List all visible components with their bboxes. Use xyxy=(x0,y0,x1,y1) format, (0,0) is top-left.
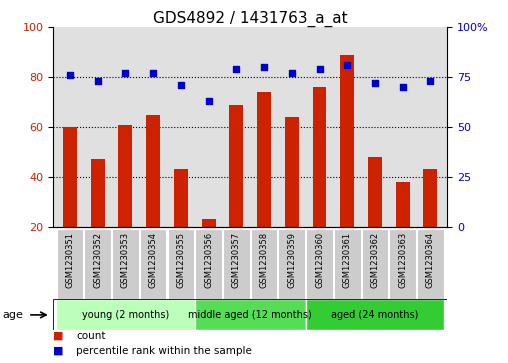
Text: middle aged (12 months): middle aged (12 months) xyxy=(188,310,312,320)
Text: GSM1230354: GSM1230354 xyxy=(149,232,157,288)
Text: GSM1230364: GSM1230364 xyxy=(426,232,435,288)
Point xyxy=(121,70,130,76)
Bar xyxy=(285,117,299,227)
Bar xyxy=(306,299,444,330)
Text: GSM1230353: GSM1230353 xyxy=(121,232,130,288)
Bar xyxy=(195,229,222,299)
Text: GSM1230357: GSM1230357 xyxy=(232,232,241,288)
Bar xyxy=(91,159,105,227)
Bar xyxy=(63,127,77,227)
Point xyxy=(426,78,434,84)
Text: GSM1230359: GSM1230359 xyxy=(288,232,296,288)
Bar xyxy=(334,229,361,299)
Text: GSM1230361: GSM1230361 xyxy=(343,232,352,288)
Bar xyxy=(168,229,194,299)
Bar xyxy=(223,229,249,299)
Text: young (2 months): young (2 months) xyxy=(82,310,169,320)
Point xyxy=(177,82,185,88)
Bar xyxy=(56,299,195,330)
Text: ■: ■ xyxy=(53,346,64,356)
Text: GDS4892 / 1431763_a_at: GDS4892 / 1431763_a_at xyxy=(153,11,347,27)
Bar xyxy=(362,229,388,299)
Point xyxy=(315,66,324,72)
Point xyxy=(93,78,102,84)
Bar xyxy=(312,87,327,227)
Point xyxy=(149,70,157,76)
Bar xyxy=(306,229,333,299)
Point xyxy=(343,62,352,68)
Point xyxy=(288,70,296,76)
Point xyxy=(399,84,407,90)
Bar xyxy=(146,115,160,227)
Text: GSM1230355: GSM1230355 xyxy=(176,232,185,288)
Bar xyxy=(340,55,354,227)
Bar xyxy=(57,229,83,299)
Bar xyxy=(368,157,382,227)
Text: GSM1230358: GSM1230358 xyxy=(260,232,269,288)
Point xyxy=(66,72,74,78)
Bar xyxy=(389,229,416,299)
Bar xyxy=(195,299,306,330)
Point xyxy=(232,66,240,72)
Bar xyxy=(278,229,305,299)
Bar xyxy=(202,219,215,227)
Point xyxy=(371,80,379,86)
Bar xyxy=(140,229,167,299)
Text: aged (24 months): aged (24 months) xyxy=(331,310,419,320)
Text: ■: ■ xyxy=(53,331,64,341)
Point xyxy=(205,98,213,104)
Text: GSM1230351: GSM1230351 xyxy=(66,232,75,288)
Text: age: age xyxy=(3,310,23,320)
Bar xyxy=(417,229,443,299)
Bar xyxy=(112,229,139,299)
Text: GSM1230362: GSM1230362 xyxy=(370,232,379,288)
Bar xyxy=(230,105,243,227)
Text: GSM1230363: GSM1230363 xyxy=(398,232,407,289)
Text: percentile rank within the sample: percentile rank within the sample xyxy=(76,346,252,356)
Bar xyxy=(396,182,409,227)
Bar xyxy=(251,229,277,299)
Point xyxy=(260,64,268,70)
Bar xyxy=(118,125,133,227)
Text: GSM1230356: GSM1230356 xyxy=(204,232,213,288)
Text: GSM1230360: GSM1230360 xyxy=(315,232,324,288)
Bar xyxy=(257,92,271,227)
Bar xyxy=(424,170,437,227)
Text: GSM1230352: GSM1230352 xyxy=(93,232,102,288)
Bar xyxy=(174,170,188,227)
Text: count: count xyxy=(76,331,106,341)
Bar xyxy=(84,229,111,299)
